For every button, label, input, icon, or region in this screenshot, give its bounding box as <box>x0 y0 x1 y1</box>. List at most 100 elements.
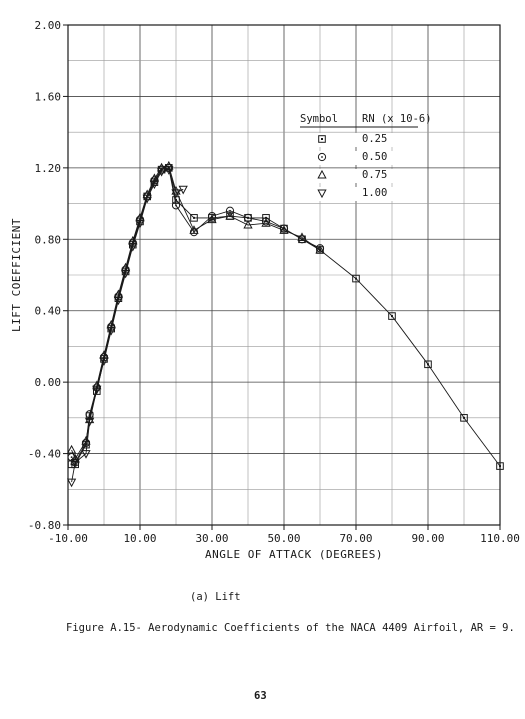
data-point-circle-dot <box>167 166 170 169</box>
legend-marker-triangle-up <box>317 169 327 179</box>
data-point-circle-dot <box>247 216 249 219</box>
data-point-triangle-up <box>171 185 181 195</box>
data-point-square-dot <box>85 443 87 446</box>
data-point-triangle-up <box>149 173 160 183</box>
grid <box>67 24 501 526</box>
data-point-triangle-up <box>66 444 77 454</box>
data-point-triangle-down <box>113 296 124 306</box>
y-tick-labels: -0.80 -0.40 0.00 0.40 0.80 1.20 1.60 2.00 <box>28 19 68 532</box>
figure-caption: Figure A.15- Aerodynamic Coefficients of… <box>66 622 515 634</box>
data-point-triangle-up <box>128 235 138 245</box>
data-point-triangle-down <box>142 194 152 204</box>
x-tick-label: 70.00 <box>339 532 372 545</box>
legend-marker-square <box>318 135 326 143</box>
data-point-triangle-up <box>164 160 174 170</box>
data-point-circle <box>85 410 94 419</box>
legend-header-symbol: Symbol <box>300 113 338 125</box>
data-point-square-dot <box>103 357 105 360</box>
data-point-circle <box>171 201 181 210</box>
y-tick-label: -0.40 <box>28 448 61 461</box>
data-point-triangle-up <box>99 350 109 359</box>
data-point-circle-dot <box>229 209 231 212</box>
data-point-triangle-up <box>207 214 217 224</box>
x-tick-label: 90.00 <box>411 532 444 545</box>
series-line-0.75 <box>71 165 321 460</box>
data-point-triangle-up <box>142 189 152 199</box>
data-point-triangle-down <box>171 189 181 199</box>
legend-label: 1.00 <box>362 187 387 199</box>
data-point-triangle-up <box>135 212 145 222</box>
data-point-triangle-up <box>279 225 289 234</box>
data-point-triangle-down <box>81 450 91 459</box>
y-axis-label: LIFT COEFFICIENT <box>10 218 23 332</box>
figure-sublabel: (a) Lift <box>190 591 241 603</box>
data-point-square <box>496 462 504 470</box>
data-point-triangle-down <box>92 385 102 395</box>
data-point-triangle-up <box>243 219 253 229</box>
data-point-circle-dot <box>146 195 149 198</box>
y-tick-label: 1.20 <box>35 162 62 175</box>
data-point-triangle-down <box>156 167 167 177</box>
data-point-square-dot <box>124 270 127 273</box>
legend-marker-circle <box>317 152 327 162</box>
data-point-triangle-up <box>70 453 80 463</box>
data-point-triangle-down <box>135 219 145 229</box>
data-point-square-dot <box>355 277 357 280</box>
legend-row-background <box>296 187 422 201</box>
legend-row-background <box>296 151 422 165</box>
data-point-circle-dot <box>301 238 303 241</box>
legend-row-background <box>296 133 422 147</box>
y-tick-label: -0.80 <box>28 519 61 532</box>
legend-row-background <box>296 169 422 183</box>
data-point-triangle-up <box>106 319 116 329</box>
page-number: 63 <box>254 690 267 702</box>
data-point-triangle-up <box>225 210 235 220</box>
data-point-circle <box>225 206 235 215</box>
data-point-circle-dot <box>95 386 98 389</box>
data-point-triangle-up <box>84 414 95 424</box>
x-tick-label: 30.00 <box>195 532 228 545</box>
data-point-square-dot <box>499 465 501 468</box>
y-tick-label: 0.00 <box>35 376 62 389</box>
data-point-triangle-down <box>164 166 174 175</box>
series-markers <box>66 160 504 488</box>
data-point-circle-dot <box>88 413 91 416</box>
y-tick-label: 0.80 <box>35 233 62 246</box>
data-point-triangle-down <box>128 242 138 252</box>
series-lines <box>71 165 501 483</box>
data-point-triangle-up <box>261 218 271 227</box>
data-point-circle-dot <box>193 231 195 234</box>
data-point-triangle-up <box>297 232 307 241</box>
data-point-square <box>352 274 360 283</box>
x-axis-label: ANGLE OF ATTACK (DEGREES) <box>205 548 383 561</box>
data-point-circle <box>279 224 289 233</box>
data-point-triangle-up <box>120 262 131 272</box>
data-point-triangle-down <box>70 459 80 468</box>
lift-coefficient-chart: -10.00 10.00 30.00 50.00 70.00 90.00 110.00 -0… <box>10 19 520 561</box>
y-tick-label: 2.00 <box>35 19 62 32</box>
legend-label: 0.50 <box>362 151 387 163</box>
data-point-circle-dot <box>70 456 73 459</box>
data-point-triangle-up <box>92 380 102 390</box>
legend: Symbol RN (x 10-6) 0.25 0.50 0.75 1.00 <box>296 113 432 201</box>
data-point-square-dot <box>229 215 231 218</box>
legend-marker-circle-dot <box>321 156 323 158</box>
data-point-triangle-up <box>315 244 325 254</box>
data-point-square-dot <box>193 216 195 219</box>
data-point-triangle-down <box>99 357 109 366</box>
y-tick-label: 1.60 <box>35 90 62 103</box>
x-tick-label: 110.00 <box>480 532 520 545</box>
data-point-triangle-down <box>178 185 188 195</box>
data-point-square-dot <box>211 216 213 219</box>
data-point-square-dot <box>463 416 465 419</box>
y-tick-label: 0.40 <box>35 305 62 318</box>
data-point-square-dot <box>131 243 134 246</box>
data-point-square <box>190 214 198 222</box>
x-tick-label: 50.00 <box>267 532 300 545</box>
data-point-square <box>460 414 468 422</box>
data-point-circle <box>261 217 271 226</box>
x-tick-label: -10.00 <box>48 532 88 545</box>
data-point-circle <box>207 211 217 221</box>
legend-label: 0.25 <box>362 133 387 145</box>
data-point-triangle-up <box>156 162 167 172</box>
